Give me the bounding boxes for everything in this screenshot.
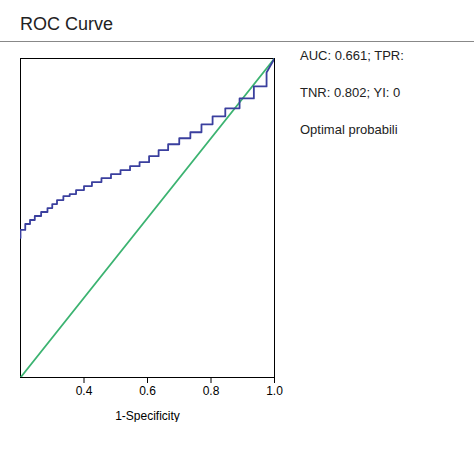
svg-text:0.8: 0.8 <box>203 384 220 398</box>
html-text:AUC: 0.661; TPR:: AUC: 0.661; TPR: <box>300 48 404 63</box>
svg-text:0.4: 0.4 <box>76 384 93 398</box>
html-text:Optimal probabili: Optimal probabili <box>300 122 398 137</box>
svg-text:1-Specificity: 1-Specificity <box>115 409 180 423</box>
html-text:ROC Curve: ROC Curve <box>20 14 113 34</box>
svg-text:1.0: 1.0 <box>266 384 283 398</box>
html-text:TNR: 0.802; YI: 0: TNR: 0.802; YI: 0 <box>300 85 401 100</box>
svg-text:0.6: 0.6 <box>139 384 156 398</box>
